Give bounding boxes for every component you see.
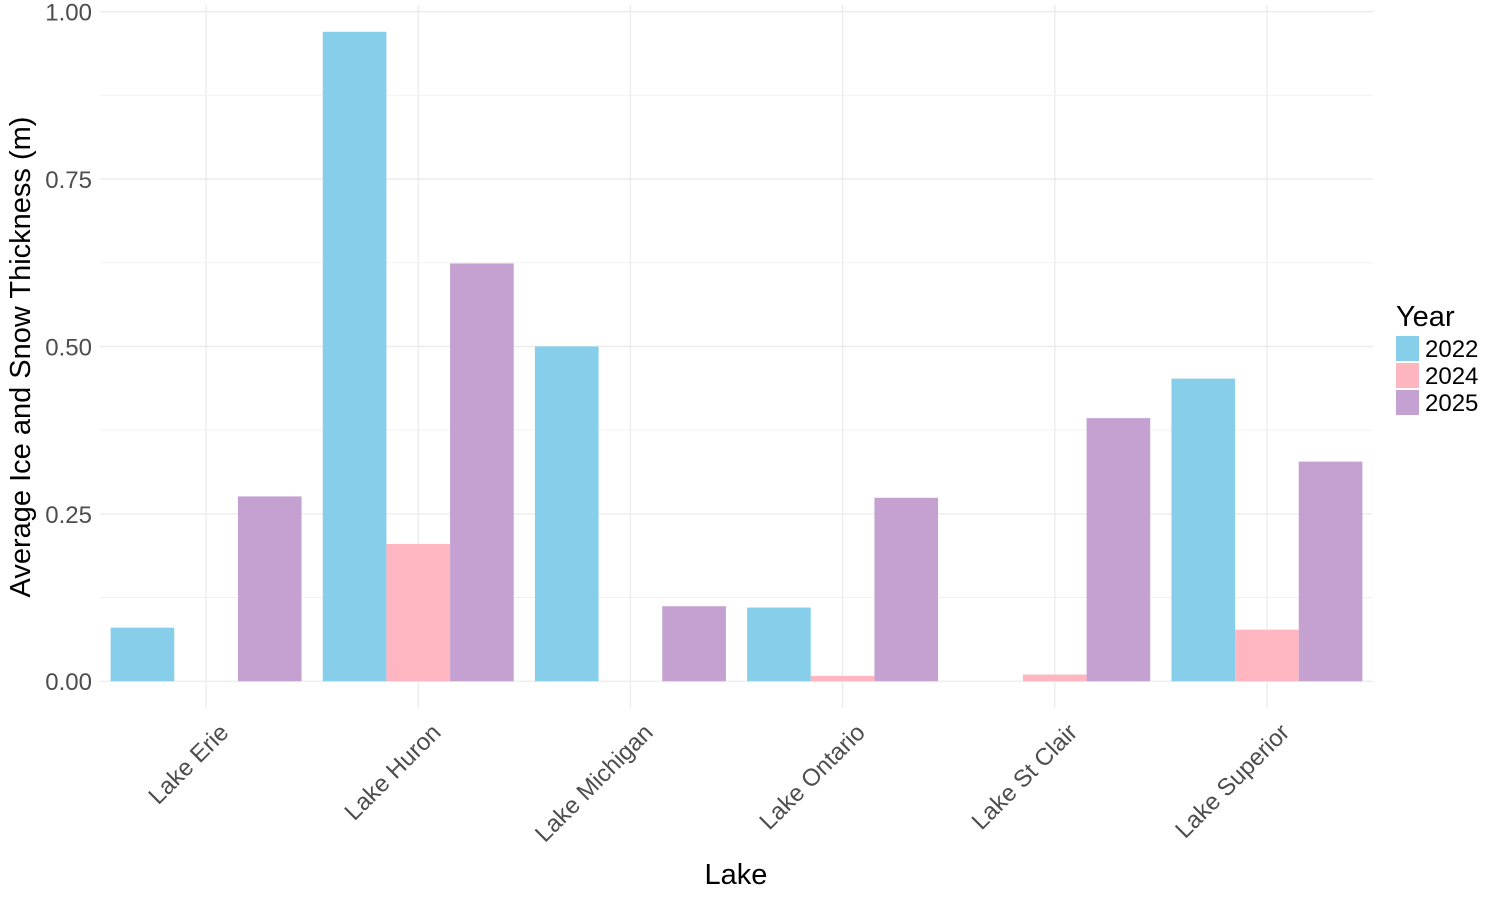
legend-key-2024 (1396, 363, 1419, 388)
bar-2024-lake-superior (1235, 629, 1299, 682)
bar-2025-lake-ontario (874, 497, 939, 682)
x-tick-label: Lake St Clair (967, 719, 1083, 835)
bar-2022-lake-ontario (747, 607, 811, 682)
legend-label-2024: 2024 (1425, 363, 1478, 390)
x-tick-label: Lake Erie (143, 719, 234, 810)
legend-label-2022: 2022 (1425, 336, 1478, 363)
bar-2022-lake-erie (110, 627, 175, 682)
bar-2024-lake-huron (386, 543, 451, 682)
bar-2024-lake-st-clair (1022, 674, 1087, 682)
bar-2022-lake-michigan (534, 346, 599, 682)
y-tick-label: 0.75 (45, 167, 92, 194)
x-tick-label: Lake Ontario (754, 719, 870, 835)
legend-title: Year (1396, 301, 1455, 333)
x-axis-label: Lake (705, 859, 768, 891)
bar-2024-lake-ontario (810, 675, 875, 682)
x-axis-ticks: Lake Erie Lake Huron Lake Michigan Lake Ont… (143, 719, 1295, 848)
y-axis-label: Average Ice and Snow Thickness (m) (5, 117, 37, 598)
y-axis-ticks: 0.00 0.25 0.50 0.75 1.00 (45, 0, 92, 696)
y-tick-label: 0.25 (45, 502, 92, 529)
legend-label-2025: 2025 (1425, 390, 1478, 417)
bar-2025-lake-huron (450, 263, 514, 682)
y-tick-label: 1.00 (45, 0, 92, 27)
bar-2022-lake-superior (1171, 378, 1236, 682)
legend-key-2022 (1396, 336, 1419, 361)
x-tick-label: Lake Huron (340, 719, 447, 826)
grid-lines (100, 5, 1373, 708)
bar-2025-lake-superior (1298, 461, 1363, 682)
bar-2025-lake-st-clair (1086, 418, 1151, 682)
x-tick-label: Lake Michigan (530, 719, 659, 848)
bar-2022-lake-huron (322, 31, 387, 682)
y-tick-label: 0.50 (45, 334, 92, 361)
legend-key-2025 (1396, 390, 1419, 415)
x-tick-label: Lake Superior (1170, 719, 1295, 844)
bars (110, 31, 1363, 682)
bar-2025-lake-erie (237, 496, 302, 682)
bar-2025-lake-michigan (662, 606, 726, 682)
y-tick-label: 0.00 (45, 669, 92, 696)
